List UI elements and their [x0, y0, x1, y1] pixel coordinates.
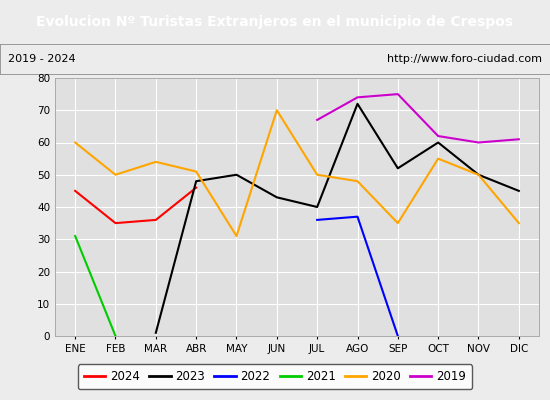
Text: 2019 - 2024: 2019 - 2024 — [8, 54, 76, 64]
Legend: 2024, 2023, 2022, 2021, 2020, 2019: 2024, 2023, 2022, 2021, 2020, 2019 — [78, 364, 472, 389]
Text: http://www.foro-ciudad.com: http://www.foro-ciudad.com — [387, 54, 542, 64]
Text: Evolucion Nº Turistas Extranjeros en el municipio de Crespos: Evolucion Nº Turistas Extranjeros en el … — [36, 15, 514, 29]
